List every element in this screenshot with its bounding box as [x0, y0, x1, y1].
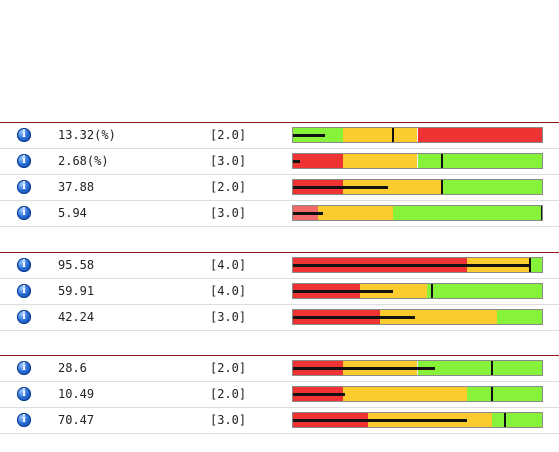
bullet-target-marker	[541, 206, 542, 220]
info-icon[interactable]: i	[17, 387, 31, 401]
bullet-band-green	[417, 154, 542, 168]
info-icon[interactable]: i	[17, 154, 31, 168]
info-icon[interactable]: i	[17, 361, 31, 375]
metric-value: 70.47	[58, 413, 95, 427]
metric-weight: [3.0]	[210, 206, 247, 220]
bullet-band-yellow	[342, 154, 418, 168]
metric-value: 28.6	[58, 361, 87, 375]
bullet-band-yellow	[317, 206, 393, 220]
info-icon[interactable]: i	[17, 128, 31, 142]
metric-value: 5.94	[58, 206, 87, 220]
scorecard-row: i 28.6 [2.0]	[0, 356, 559, 382]
bullet-measure	[293, 134, 326, 137]
bullet-band-yellow	[342, 128, 418, 142]
bullet-band-green	[417, 361, 542, 375]
scorecard-row: i 10.49 [2.0]	[0, 382, 559, 408]
bullet-graph	[292, 386, 543, 402]
metric-value: 42.24	[58, 310, 95, 324]
scorecard-row: i 13.32(%) [2.0]	[0, 123, 559, 149]
bullet-target-marker	[441, 180, 444, 194]
bullet-graph	[292, 153, 543, 169]
scorecard-group-1: i 13.32(%) [2.0] i 2.68(%) [3.0] i 37.88 [2.0] i 5…	[0, 122, 559, 227]
metric-value: 2.68(%)	[58, 154, 109, 168]
bullet-band-yellow	[360, 284, 428, 298]
metric-weight: [4.0]	[210, 284, 247, 298]
metric-weight: [2.0]	[210, 128, 247, 142]
metric-value: 59.91	[58, 284, 95, 298]
bullet-graph	[292, 257, 543, 273]
bullet-measure	[293, 367, 435, 370]
bullet-band-green	[492, 413, 542, 427]
bullet-measure	[293, 186, 388, 189]
scorecard-group-3: i 28.6 [2.0] i 10.49 [2.0] i 70.47 [3.0]	[0, 355, 559, 434]
metric-value: 37.88	[58, 180, 95, 194]
scorecard-group-2: i 95.58 [4.0] i 59.91 [4.0] i 42.24 [3.0]	[0, 252, 559, 331]
info-icon[interactable]: i	[17, 310, 31, 324]
info-icon[interactable]: i	[17, 258, 31, 272]
metric-weight: [2.0]	[210, 361, 247, 375]
info-icon[interactable]: i	[17, 413, 31, 427]
scorecard-row: i 37.88 [2.0]	[0, 175, 559, 201]
bullet-measure	[293, 160, 300, 163]
bullet-measure	[293, 316, 415, 319]
bullet-target-marker	[491, 361, 494, 375]
bullet-band-green	[467, 387, 542, 401]
info-icon[interactable]: i	[17, 180, 31, 194]
bullet-band-green	[392, 206, 542, 220]
info-icon[interactable]: i	[17, 206, 31, 220]
metric-weight: [3.0]	[210, 154, 247, 168]
metric-weight: [3.0]	[210, 310, 247, 324]
scorecard-row: i 95.58 [4.0]	[0, 253, 559, 279]
bullet-measure	[293, 393, 346, 396]
bullet-target-marker	[431, 284, 434, 298]
bullet-target-marker	[491, 387, 494, 401]
metric-weight: [2.0]	[210, 387, 247, 401]
bullet-target-marker	[528, 258, 531, 272]
bullet-band-red	[293, 154, 343, 168]
bullet-target-marker	[503, 413, 506, 427]
bullet-graph	[292, 283, 543, 299]
bullet-band-green	[427, 284, 542, 298]
bullet-measure	[293, 264, 532, 267]
metric-weight: [2.0]	[210, 180, 247, 194]
bullet-graph	[292, 179, 543, 195]
metric-value: 95.58	[58, 258, 95, 272]
metric-value: 10.49	[58, 387, 95, 401]
bullet-graph	[292, 205, 543, 221]
scorecard-row: i 2.68(%) [3.0]	[0, 149, 559, 175]
bullet-band-yellow	[342, 180, 443, 194]
bullet-measure	[293, 419, 468, 422]
bullet-band-green	[529, 258, 542, 272]
info-icon[interactable]: i	[17, 284, 31, 298]
metric-value: 13.32(%)	[58, 128, 116, 142]
bullet-band-yellow	[342, 387, 468, 401]
scorecard-row: i 42.24 [3.0]	[0, 305, 559, 331]
scorecard-row: i 70.47 [3.0]	[0, 408, 559, 434]
metric-weight: [3.0]	[210, 413, 247, 427]
metric-weight: [4.0]	[210, 258, 247, 272]
scorecard-row: i 59.91 [4.0]	[0, 279, 559, 305]
bullet-graph	[292, 127, 543, 143]
bullet-band-green	[442, 180, 542, 194]
bullet-band-yellow	[380, 310, 498, 324]
bullet-measure	[293, 212, 323, 215]
bullet-graph	[292, 360, 543, 376]
bullet-graph	[292, 309, 543, 325]
bullet-target-marker	[441, 154, 444, 168]
bullet-band-red	[417, 128, 542, 142]
scorecard-row: i 5.94 [3.0]	[0, 201, 559, 227]
bullet-graph	[292, 412, 543, 428]
bullet-band-green	[497, 310, 542, 324]
bullet-target-marker	[391, 128, 394, 142]
bullet-measure	[293, 290, 393, 293]
